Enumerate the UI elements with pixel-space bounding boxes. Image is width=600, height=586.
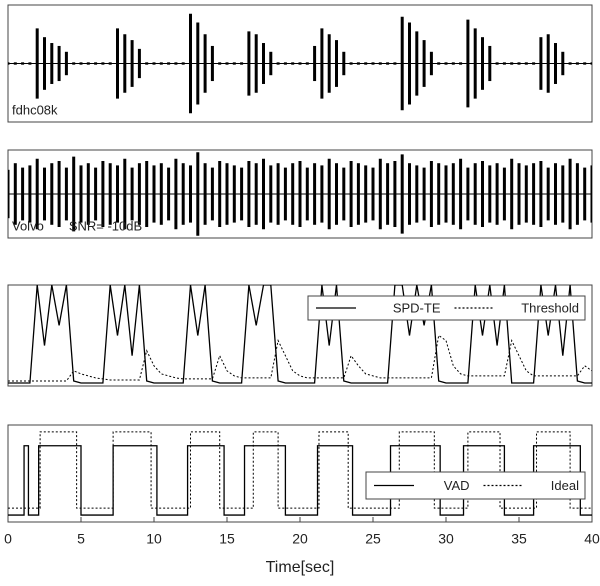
legend-label: Ideal: [551, 478, 579, 493]
x-axis-label: Time[sec]: [266, 559, 335, 576]
legend-label: Threshold: [521, 300, 579, 315]
x-tick-label: 30: [438, 531, 454, 547]
x-tick-label: 10: [146, 531, 162, 547]
series-line: [8, 334, 592, 382]
x-tick-label: 5: [77, 531, 85, 547]
x-tick-label: 40: [584, 531, 600, 547]
series-line: [8, 445, 592, 516]
series-line: [8, 285, 592, 384]
x-tick-label: 25: [365, 531, 381, 547]
legend-label: VAD: [444, 478, 470, 493]
series-line: [8, 431, 592, 509]
annotation: fdhc08k: [12, 102, 58, 117]
x-tick-label: 35: [511, 531, 527, 547]
legend-label: SPD-TE: [393, 300, 441, 315]
panel-frame: [7, 284, 593, 387]
x-tick-label: 20: [292, 531, 308, 547]
annotation: SNR= -10dB: [69, 218, 142, 233]
annotation: Volvo: [12, 218, 44, 233]
x-tick-label: 0: [4, 531, 12, 547]
x-tick-label: 15: [219, 531, 235, 547]
